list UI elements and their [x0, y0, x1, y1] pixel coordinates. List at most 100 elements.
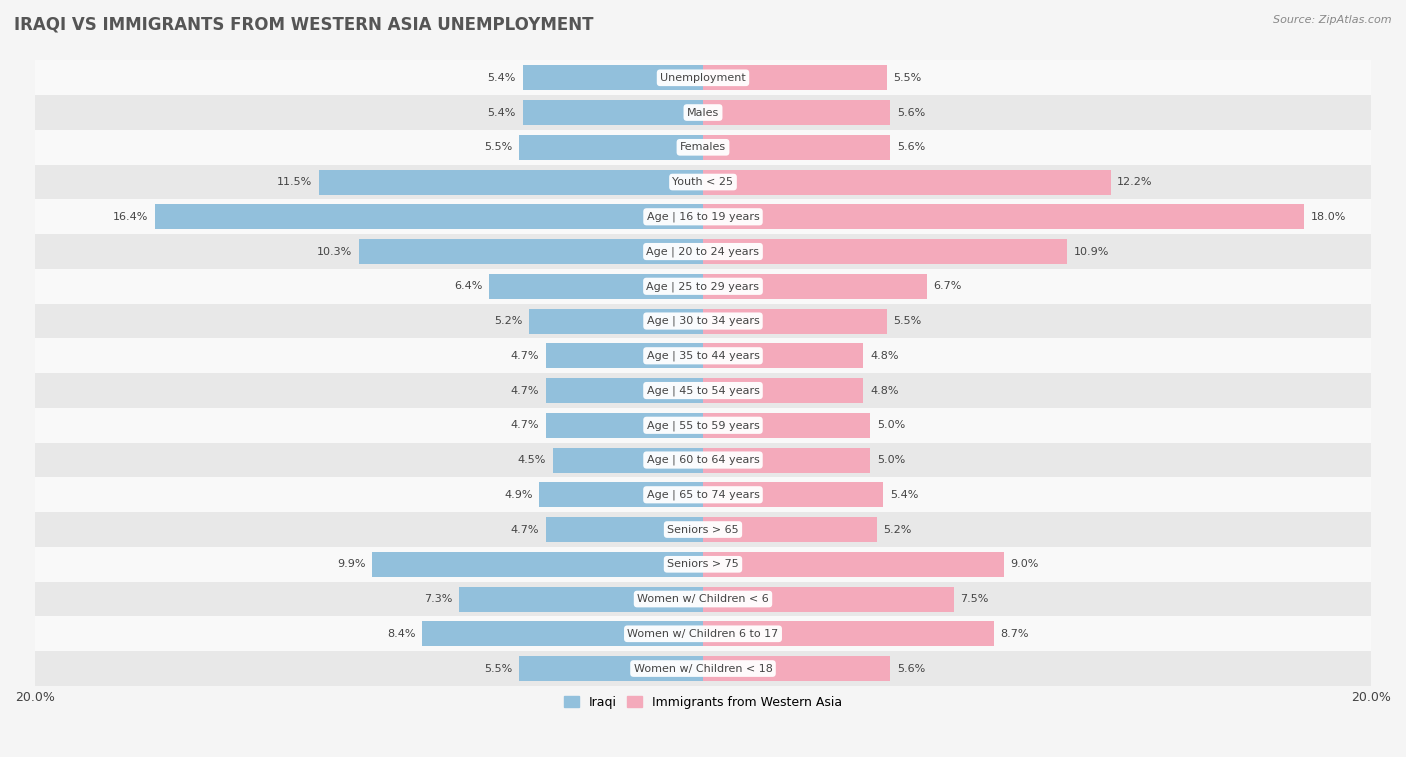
Text: 5.5%: 5.5%: [484, 664, 513, 674]
Text: Source: ZipAtlas.com: Source: ZipAtlas.com: [1274, 15, 1392, 25]
Text: 12.2%: 12.2%: [1118, 177, 1153, 187]
Text: 7.3%: 7.3%: [425, 594, 453, 604]
Bar: [546, 378, 703, 403]
Bar: [523, 100, 703, 125]
Bar: [35, 130, 1371, 165]
Bar: [703, 517, 877, 542]
Text: Age | 65 to 74 years: Age | 65 to 74 years: [647, 490, 759, 500]
Text: Age | 45 to 54 years: Age | 45 to 54 years: [647, 385, 759, 396]
Text: 5.0%: 5.0%: [877, 420, 905, 430]
Text: Women w/ Children < 18: Women w/ Children < 18: [634, 664, 772, 674]
Bar: [35, 616, 1371, 651]
Text: 4.7%: 4.7%: [510, 525, 540, 534]
Bar: [703, 343, 863, 369]
Bar: [35, 651, 1371, 686]
Text: 6.4%: 6.4%: [454, 282, 482, 291]
Text: Age | 20 to 24 years: Age | 20 to 24 years: [647, 246, 759, 257]
Text: 10.9%: 10.9%: [1074, 247, 1109, 257]
Text: 5.2%: 5.2%: [883, 525, 911, 534]
Bar: [35, 581, 1371, 616]
Text: 7.5%: 7.5%: [960, 594, 988, 604]
Text: Age | 25 to 29 years: Age | 25 to 29 years: [647, 281, 759, 291]
Bar: [35, 269, 1371, 304]
Text: 4.8%: 4.8%: [870, 350, 898, 361]
Legend: Iraqi, Immigrants from Western Asia: Iraqi, Immigrants from Western Asia: [560, 691, 846, 714]
Text: 9.9%: 9.9%: [337, 559, 366, 569]
Text: Seniors > 75: Seniors > 75: [666, 559, 740, 569]
Bar: [35, 199, 1371, 234]
Bar: [519, 135, 703, 160]
Text: Age | 35 to 44 years: Age | 35 to 44 years: [647, 350, 759, 361]
Bar: [319, 170, 703, 195]
Text: 4.5%: 4.5%: [517, 455, 546, 465]
Bar: [35, 547, 1371, 581]
Bar: [523, 65, 703, 90]
Bar: [703, 274, 927, 299]
Text: 5.2%: 5.2%: [495, 316, 523, 326]
Bar: [35, 478, 1371, 512]
Bar: [35, 304, 1371, 338]
Bar: [35, 61, 1371, 95]
Bar: [546, 413, 703, 438]
Bar: [460, 587, 703, 612]
Text: 4.7%: 4.7%: [510, 385, 540, 396]
Bar: [703, 552, 1004, 577]
Text: 16.4%: 16.4%: [112, 212, 149, 222]
Bar: [155, 204, 703, 229]
Text: 5.5%: 5.5%: [893, 316, 922, 326]
Bar: [703, 413, 870, 438]
Text: Age | 16 to 19 years: Age | 16 to 19 years: [647, 211, 759, 222]
Text: 9.0%: 9.0%: [1011, 559, 1039, 569]
Bar: [519, 656, 703, 681]
Bar: [703, 204, 1305, 229]
Bar: [553, 447, 703, 472]
Text: 4.7%: 4.7%: [510, 420, 540, 430]
Text: 11.5%: 11.5%: [277, 177, 312, 187]
Bar: [359, 239, 703, 264]
Text: Age | 30 to 34 years: Age | 30 to 34 years: [647, 316, 759, 326]
Text: 5.4%: 5.4%: [488, 107, 516, 117]
Text: 4.7%: 4.7%: [510, 350, 540, 361]
Bar: [35, 338, 1371, 373]
Bar: [703, 170, 1111, 195]
Text: Unemployment: Unemployment: [661, 73, 745, 83]
Text: 5.6%: 5.6%: [897, 107, 925, 117]
Bar: [529, 309, 703, 334]
Bar: [703, 482, 883, 507]
Bar: [35, 373, 1371, 408]
Bar: [422, 621, 703, 646]
Text: Age | 55 to 59 years: Age | 55 to 59 years: [647, 420, 759, 431]
Text: 5.4%: 5.4%: [890, 490, 918, 500]
Text: 6.7%: 6.7%: [934, 282, 962, 291]
Bar: [35, 165, 1371, 199]
Bar: [703, 621, 994, 646]
Bar: [373, 552, 703, 577]
Text: Males: Males: [688, 107, 718, 117]
Text: IRAQI VS IMMIGRANTS FROM WESTERN ASIA UNEMPLOYMENT: IRAQI VS IMMIGRANTS FROM WESTERN ASIA UN…: [14, 15, 593, 33]
Bar: [703, 656, 890, 681]
Bar: [35, 512, 1371, 547]
Text: Youth < 25: Youth < 25: [672, 177, 734, 187]
Bar: [35, 443, 1371, 478]
Bar: [546, 343, 703, 369]
Bar: [703, 100, 890, 125]
Bar: [35, 234, 1371, 269]
Text: 4.9%: 4.9%: [505, 490, 533, 500]
Bar: [489, 274, 703, 299]
Text: 8.7%: 8.7%: [1000, 629, 1029, 639]
Text: Women w/ Children < 6: Women w/ Children < 6: [637, 594, 769, 604]
Bar: [546, 517, 703, 542]
Text: 5.4%: 5.4%: [488, 73, 516, 83]
Bar: [703, 587, 953, 612]
Bar: [703, 309, 887, 334]
Text: 5.5%: 5.5%: [484, 142, 513, 152]
Bar: [703, 447, 870, 472]
Bar: [703, 239, 1067, 264]
Text: 5.6%: 5.6%: [897, 142, 925, 152]
Bar: [540, 482, 703, 507]
Bar: [703, 65, 887, 90]
Bar: [703, 135, 890, 160]
Text: 18.0%: 18.0%: [1310, 212, 1347, 222]
Text: Women w/ Children 6 to 17: Women w/ Children 6 to 17: [627, 629, 779, 639]
Text: Age | 60 to 64 years: Age | 60 to 64 years: [647, 455, 759, 466]
